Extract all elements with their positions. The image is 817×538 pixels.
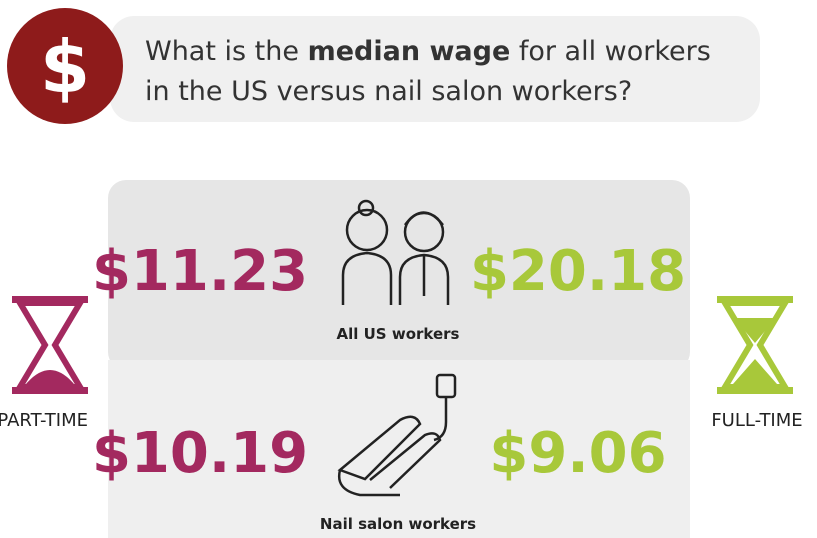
question-line: in the US versus nail salon workers? [145,76,632,107]
infographic: $ $11.23 $20.18 All US workers $10.19 $9… [0,0,817,538]
question-text: for all workers [510,36,711,67]
row-label: Nail salon workers [320,515,476,533]
question-emphasis: median wage [308,36,511,67]
row-label: All US workers [337,325,460,343]
value: $9.06 [489,421,666,486]
hourglass-left [12,296,88,394]
value: $11.23 [92,239,308,304]
legend-label: PART-TIME [0,410,88,431]
legend-label: FULL-TIME [711,410,802,431]
value: $20.18 [470,239,686,304]
question-line: What is the median wage for all workers [145,36,711,67]
hourglass-right [717,296,793,394]
dollar-sign: $ [40,25,90,109]
question-text: What is the [145,36,308,67]
value: $10.19 [92,421,308,486]
